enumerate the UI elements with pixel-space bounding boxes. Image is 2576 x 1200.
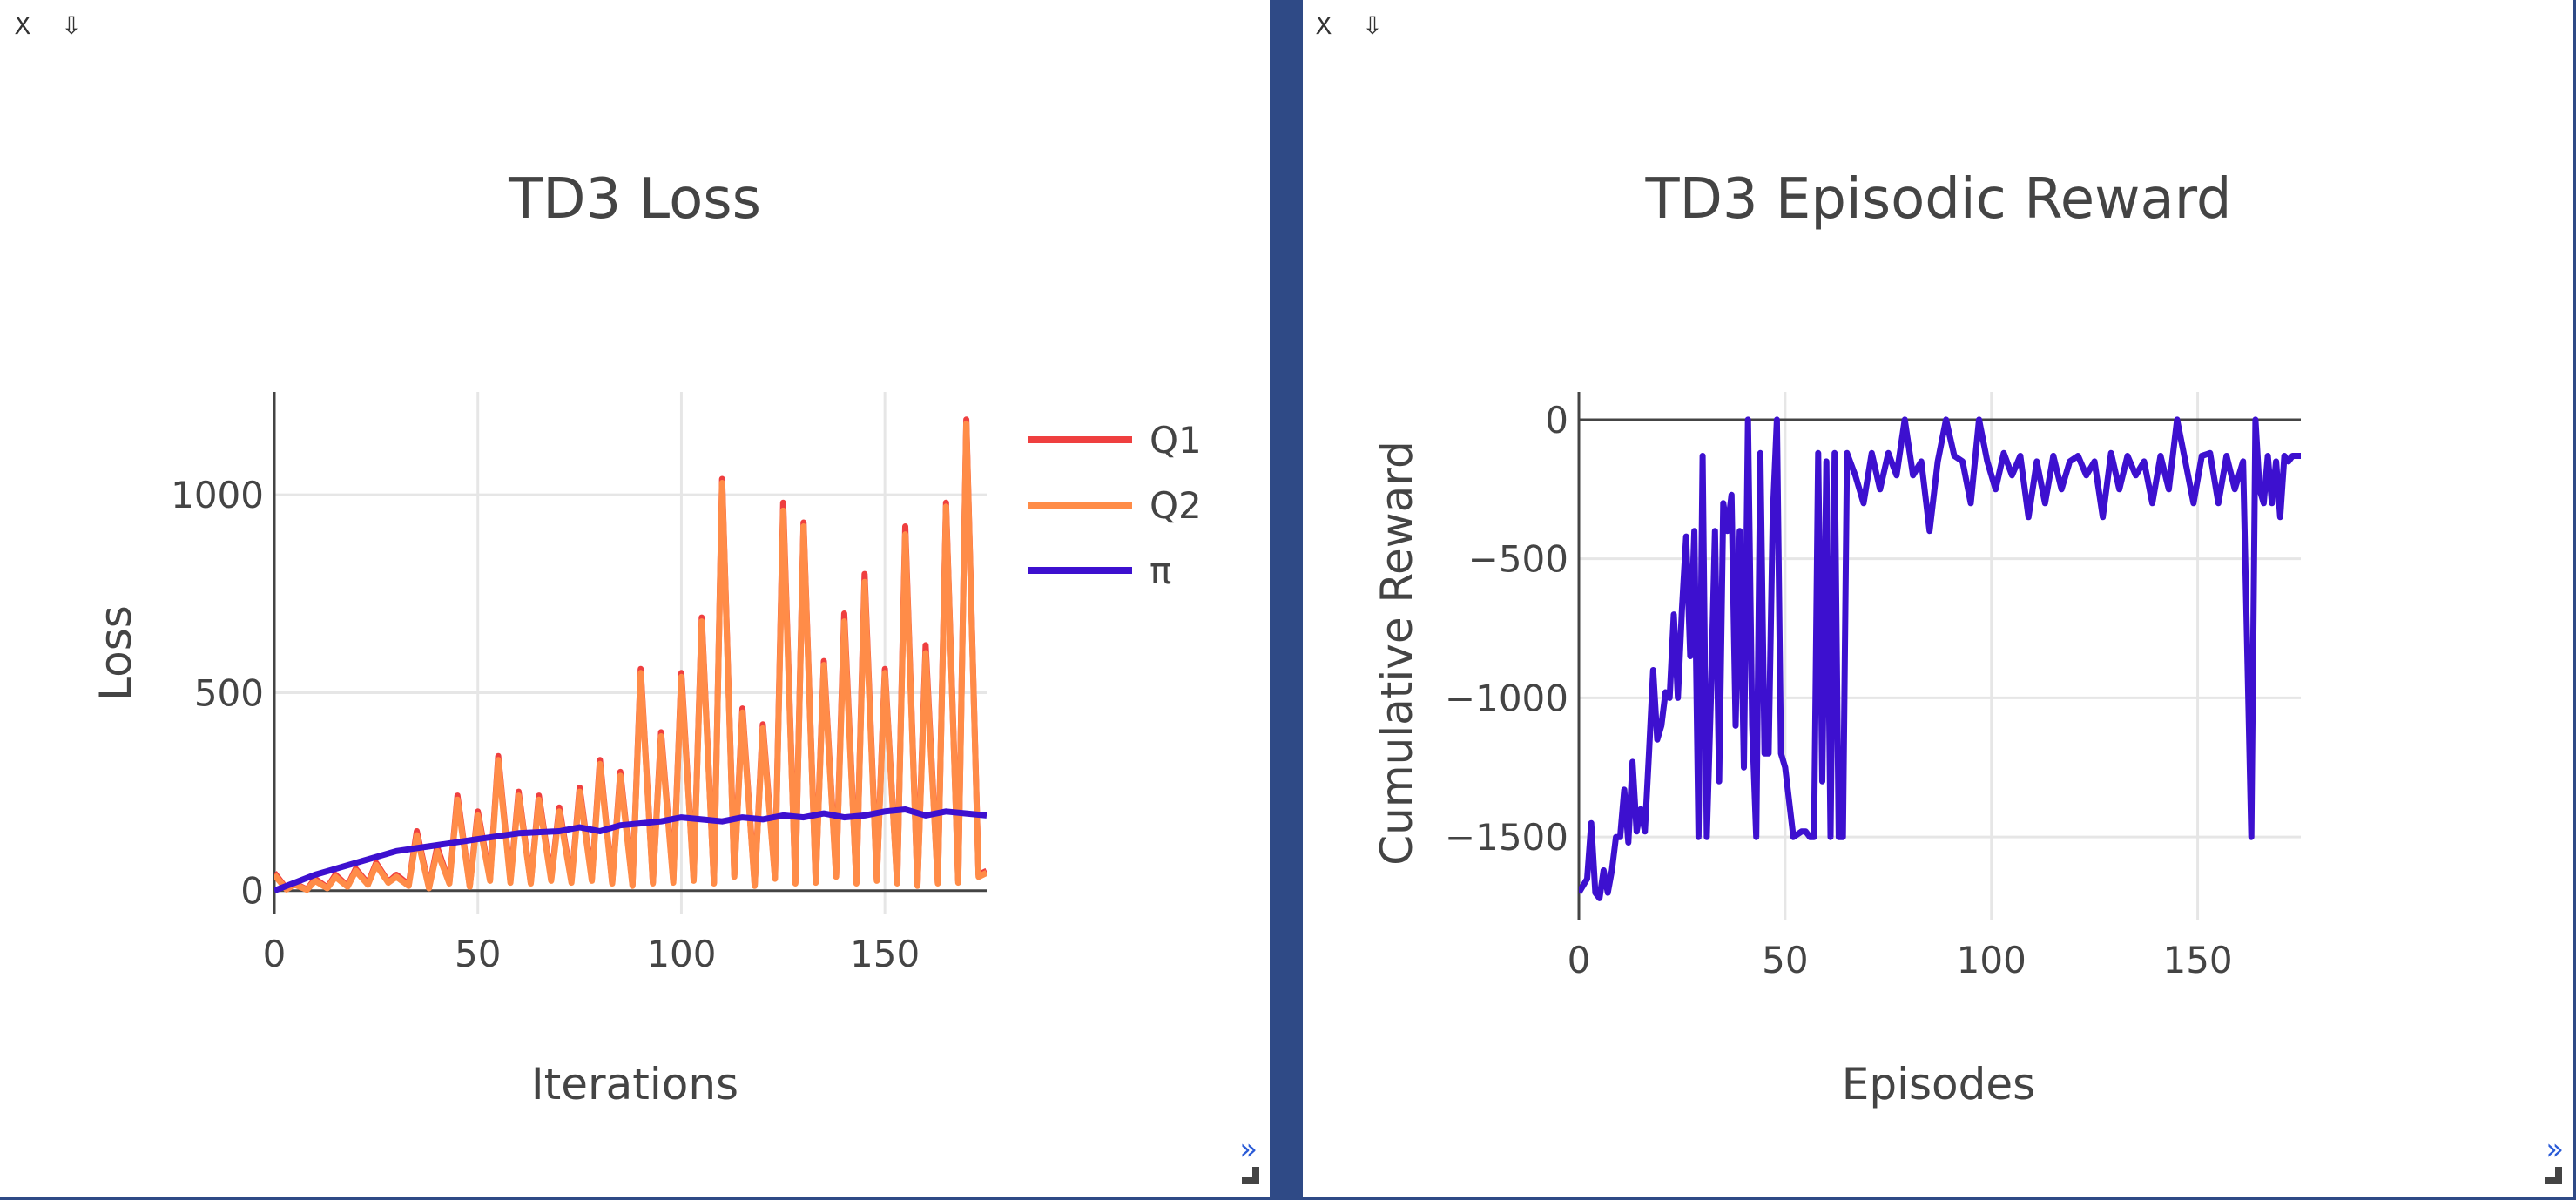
x-tick-label: 100 [1957,939,2026,981]
loss-chart: TD3 Loss 0 50 100 150 0 500 1000 Iterations Loss Q… [91,167,1202,1109]
close-button[interactable]: X [3,7,42,45]
close-icon: X [14,11,31,40]
chart-title: TD3 Loss [508,167,761,232]
download-button[interactable]: ⇩ [1353,7,1392,45]
reward-chart: TD3 Episodic Reward 0 50 100 150 0 −500 −1000 −1… [1372,167,2301,1109]
x-tick-label: 50 [455,933,501,975]
resize-grip-icon[interactable] [2545,1167,2564,1186]
plot-window-loss: X ⇩ TD3 Loss 0 50 100 150 0 500 1000 Iterations L… [0,0,1270,1197]
series-line-s0 [1579,416,2301,901]
x-axis-title: Iterations [531,1059,738,1109]
x-tick-label: 100 [646,933,716,975]
x-tick-label: 150 [850,933,920,975]
series-line-s2 [274,806,987,893]
download-icon: ⇩ [61,11,82,40]
resize-grip-icon[interactable] [1242,1167,1261,1186]
x-tick-label: 50 [1762,939,1808,981]
expand-icon: » [1239,1132,1258,1167]
legend-label: Q1 [1150,419,1202,462]
y-tick-label: 0 [240,870,264,913]
x-axis-title: Episodes [1842,1059,2035,1109]
expand-icon: » [2546,1132,2564,1167]
y-tick-label: 500 [194,671,264,714]
close-button[interactable]: X [1305,7,1343,45]
plot-window-reward: X ⇩ TD3 Episodic Reward 0 50 100 150 0 −500 −10… [1303,0,2576,1197]
y-tick-label: −1500 [1445,816,1568,859]
legend-label: Q2 [1150,484,1202,527]
x-tick-label: 0 [263,933,287,975]
download-icon: ⇩ [1362,11,1383,40]
chart-title: TD3 Episodic Reward [1644,167,2231,232]
y-tick-label: 0 [1545,399,1568,442]
download-button[interactable]: ⇩ [52,7,91,45]
expand-button[interactable]: » [2546,1132,2564,1167]
x-tick-label: 150 [2162,939,2232,981]
expand-button[interactable]: » [1239,1132,1258,1167]
series-line-q2 [274,420,987,893]
legend-label: π [1150,549,1171,592]
close-icon: X [1315,11,1332,40]
y-axis-title: Loss [91,605,141,701]
y-tick-label: −500 [1468,538,1568,581]
y-tick-label: 1000 [171,474,264,516]
y-axis-title: Cumulative Reward [1372,441,1422,865]
y-tick-label: −1000 [1445,677,1568,719]
x-tick-label: 0 [1568,939,1591,981]
